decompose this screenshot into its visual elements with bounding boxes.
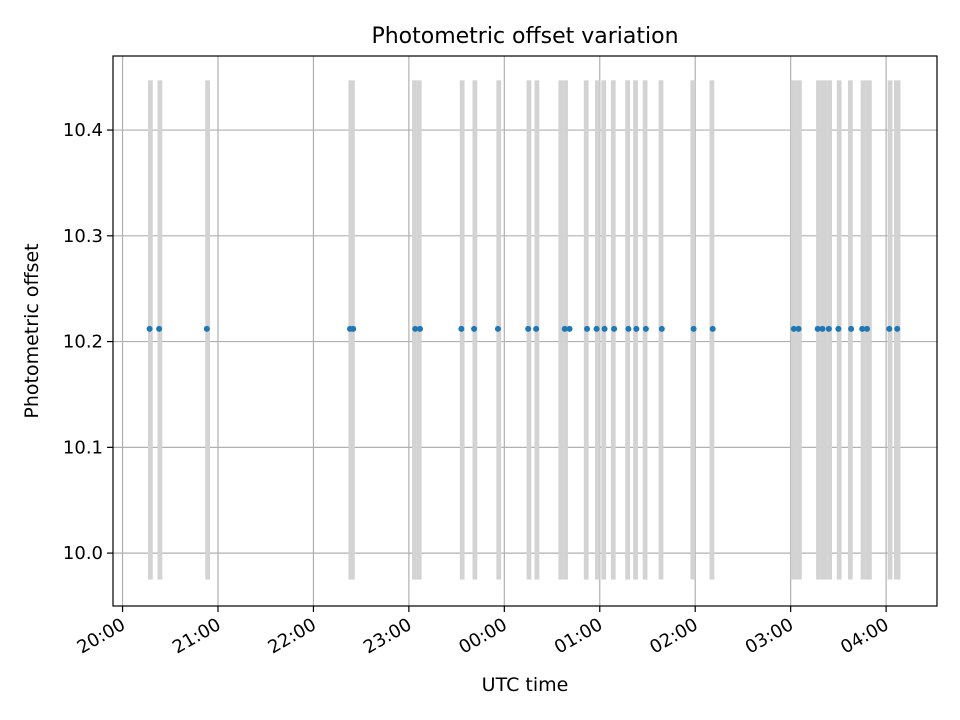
chart-title: Photometric offset variation (371, 24, 678, 49)
data-point (458, 325, 465, 332)
data-point (814, 325, 821, 332)
data-point (625, 325, 632, 332)
data-point (156, 325, 163, 332)
data-point (566, 325, 573, 332)
y-tick-label: 10.4 (63, 120, 103, 141)
x-axis-label: UTC time (482, 674, 569, 696)
data-point (709, 325, 716, 332)
y-tick-label: 10.0 (63, 543, 103, 564)
axes-frame (112, 55, 938, 607)
data-point (690, 325, 697, 332)
plot-area (112, 55, 938, 607)
y-axis-label: Photometric offset (21, 243, 43, 418)
data-point (533, 325, 540, 332)
exposure-band (558, 80, 564, 580)
data-point (412, 325, 419, 332)
data-point (894, 325, 901, 332)
data-point (859, 325, 866, 332)
data-point (835, 325, 842, 332)
y-tick-label: 10.1 (63, 437, 103, 458)
data-point (471, 325, 478, 332)
y-tick-label: 10.3 (63, 226, 103, 247)
data-point (593, 325, 600, 332)
data-point (611, 325, 618, 332)
data-point (146, 325, 153, 332)
data-point (601, 325, 608, 332)
data-point (561, 325, 568, 332)
y-axis-ticks: 10.0 10.1 10.2 10.3 10.4 (63, 120, 113, 564)
data-point (494, 325, 501, 332)
data-point (203, 325, 210, 332)
data-point (417, 325, 424, 332)
data-point (350, 325, 357, 332)
data-point (633, 325, 640, 332)
data-point (584, 325, 591, 332)
data-point (886, 325, 893, 332)
data-point (525, 325, 532, 332)
data-point (790, 325, 797, 332)
data-point (825, 325, 832, 332)
data-point (795, 325, 802, 332)
data-point (819, 325, 826, 332)
data-point (658, 325, 665, 332)
y-tick-label: 10.2 (63, 332, 103, 353)
data-point (848, 325, 855, 332)
data-point (642, 325, 649, 332)
data-point (864, 325, 871, 332)
data-points (146, 325, 901, 332)
